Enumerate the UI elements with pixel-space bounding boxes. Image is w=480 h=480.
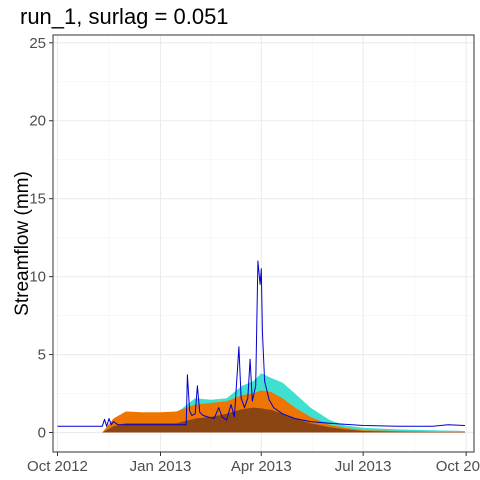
area-series-2 [102, 407, 466, 433]
y-tick-label: 20 [29, 113, 46, 130]
series-layer [57, 260, 466, 433]
y-tick-label: 5 [38, 347, 46, 364]
x-tick-label: Oct 2013 [436, 458, 480, 475]
x-axis: Oct 2012 Jan 2013 Apr 2013 Jul 2013 Oct 2013 [27, 452, 480, 475]
x-tick-label: Oct 2012 [27, 458, 88, 475]
chart-title: run_1, surlag = 0.051 [20, 4, 229, 29]
y-tick-label: 25 [29, 35, 46, 52]
x-tick-label: Jan 2013 [130, 458, 192, 475]
y-tick-label: 15 [29, 191, 46, 208]
x-tick-label: Apr 2013 [231, 458, 292, 475]
plot-area [52, 34, 475, 453]
panel-border [52, 34, 475, 453]
x-tick-label: Jul 2013 [335, 458, 392, 475]
y-axis: 0 5 10 15 20 25 [29, 35, 53, 442]
line-series-3 [57, 260, 466, 427]
y-tick-label: 10 [29, 269, 46, 286]
grid-minor [53, 35, 474, 452]
y-axis-label: Streamflow (mm) [12, 171, 33, 316]
y-tick-label: 0 [38, 425, 46, 442]
